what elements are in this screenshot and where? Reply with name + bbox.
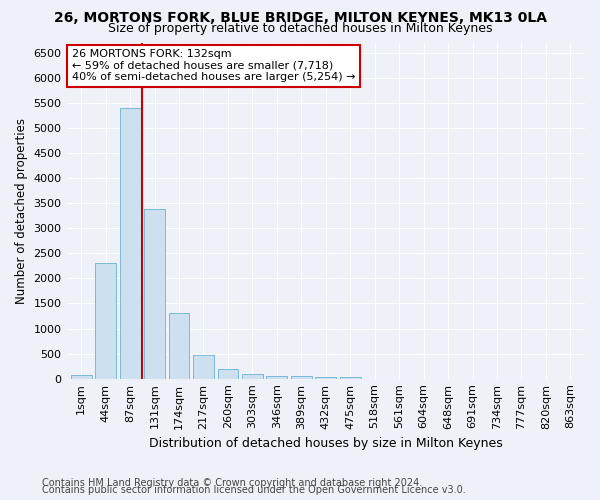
Bar bbox=[266, 376, 287, 378]
Bar bbox=[120, 108, 140, 378]
Text: Contains public sector information licensed under the Open Government Licence v3: Contains public sector information licen… bbox=[42, 485, 466, 495]
Bar bbox=[316, 376, 336, 378]
Text: 26, MORTONS FORK, BLUE BRIDGE, MILTON KEYNES, MK13 0LA: 26, MORTONS FORK, BLUE BRIDGE, MILTON KE… bbox=[53, 11, 547, 25]
Bar bbox=[242, 374, 263, 378]
Bar bbox=[144, 209, 165, 378]
Bar bbox=[193, 354, 214, 378]
Text: Contains HM Land Registry data © Crown copyright and database right 2024.: Contains HM Land Registry data © Crown c… bbox=[42, 478, 422, 488]
Text: 26 MORTONS FORK: 132sqm
← 59% of detached houses are smaller (7,718)
40% of semi: 26 MORTONS FORK: 132sqm ← 59% of detache… bbox=[72, 49, 355, 82]
Bar bbox=[95, 264, 116, 378]
Text: Size of property relative to detached houses in Milton Keynes: Size of property relative to detached ho… bbox=[108, 22, 492, 35]
Bar bbox=[169, 313, 190, 378]
Y-axis label: Number of detached properties: Number of detached properties bbox=[15, 118, 28, 304]
X-axis label: Distribution of detached houses by size in Milton Keynes: Distribution of detached houses by size … bbox=[149, 437, 503, 450]
Bar bbox=[340, 377, 361, 378]
Bar bbox=[291, 376, 312, 378]
Bar bbox=[71, 375, 92, 378]
Bar bbox=[218, 369, 238, 378]
